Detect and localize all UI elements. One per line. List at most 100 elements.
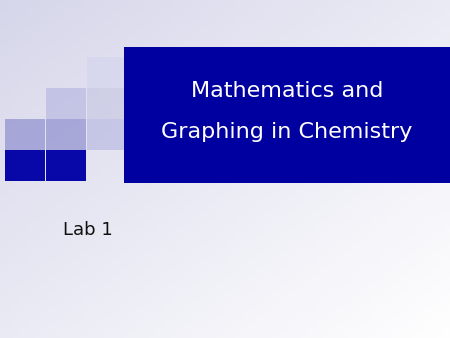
- Bar: [0, 83, 450, 84]
- Bar: [0, 25, 450, 27]
- Bar: [0, 250, 450, 252]
- Bar: [0, 32, 450, 34]
- Bar: [0, 269, 450, 270]
- Bar: [0, 331, 450, 333]
- Bar: [0, 303, 450, 304]
- Bar: [0, 81, 450, 83]
- Bar: [0, 135, 450, 137]
- Bar: [0, 194, 450, 196]
- Bar: [0, 162, 450, 164]
- Bar: [0, 3, 450, 5]
- Bar: [0, 142, 450, 144]
- Bar: [0, 240, 450, 242]
- Bar: [0, 272, 450, 274]
- Bar: [0, 248, 450, 250]
- Bar: [0, 213, 450, 215]
- Bar: [0, 294, 450, 296]
- Bar: [0, 22, 450, 24]
- Bar: [0, 199, 450, 201]
- Bar: [0, 260, 450, 262]
- Bar: [0, 49, 450, 51]
- Bar: [0, 215, 450, 216]
- Bar: [0, 14, 450, 15]
- Bar: [0, 259, 450, 260]
- Bar: [0, 277, 450, 279]
- Bar: [0, 37, 450, 39]
- Bar: [0, 71, 450, 73]
- Bar: [0, 208, 450, 210]
- Bar: [0, 274, 450, 275]
- Bar: [0, 54, 450, 56]
- Bar: [0, 115, 450, 117]
- Bar: [0, 41, 450, 42]
- Bar: [0, 91, 450, 93]
- Bar: [0, 177, 450, 179]
- Bar: [0, 181, 450, 183]
- Bar: [0, 179, 450, 181]
- Bar: [0, 176, 450, 177]
- Bar: [0, 96, 450, 98]
- Bar: [0, 304, 450, 306]
- Bar: [0, 145, 450, 147]
- Bar: [46, 119, 86, 150]
- Bar: [0, 132, 450, 134]
- Bar: [0, 308, 450, 309]
- Bar: [0, 225, 450, 226]
- Bar: [0, 79, 450, 81]
- Bar: [124, 47, 450, 183]
- Bar: [0, 7, 450, 8]
- Bar: [0, 19, 450, 20]
- Bar: [87, 57, 128, 88]
- Bar: [0, 113, 450, 115]
- Bar: [0, 47, 450, 49]
- Text: Lab 1: Lab 1: [63, 221, 113, 239]
- Bar: [0, 198, 450, 199]
- Bar: [0, 336, 450, 338]
- Bar: [0, 12, 450, 14]
- Bar: [0, 301, 450, 303]
- Bar: [0, 252, 450, 254]
- Bar: [0, 235, 450, 237]
- Bar: [0, 297, 450, 299]
- Bar: [0, 319, 450, 321]
- Bar: [0, 316, 450, 318]
- Bar: [0, 218, 450, 220]
- Bar: [0, 270, 450, 272]
- Bar: [0, 157, 450, 159]
- Bar: [0, 323, 450, 324]
- Bar: [0, 257, 450, 259]
- Bar: [0, 255, 450, 257]
- Bar: [0, 204, 450, 206]
- Bar: [0, 63, 450, 64]
- Bar: [0, 93, 450, 95]
- Bar: [0, 237, 450, 238]
- Bar: [0, 44, 450, 46]
- Bar: [46, 150, 86, 181]
- Bar: [0, 189, 450, 191]
- Bar: [0, 292, 450, 294]
- Bar: [0, 166, 450, 167]
- Bar: [0, 57, 450, 59]
- Bar: [0, 29, 450, 30]
- Bar: [0, 42, 450, 44]
- Bar: [0, 203, 450, 204]
- Bar: [0, 306, 450, 308]
- Bar: [0, 216, 450, 218]
- Bar: [0, 206, 450, 208]
- Bar: [0, 309, 450, 311]
- Bar: [0, 211, 450, 213]
- Bar: [0, 174, 450, 176]
- Bar: [87, 88, 128, 119]
- Bar: [0, 120, 450, 122]
- Bar: [0, 188, 450, 189]
- Bar: [0, 245, 450, 247]
- Bar: [0, 86, 450, 88]
- Bar: [0, 117, 450, 118]
- Bar: [0, 105, 450, 106]
- Bar: [0, 238, 450, 240]
- Bar: [0, 139, 450, 140]
- Bar: [0, 210, 450, 211]
- Bar: [0, 27, 450, 29]
- Bar: [0, 159, 450, 161]
- Bar: [0, 78, 450, 79]
